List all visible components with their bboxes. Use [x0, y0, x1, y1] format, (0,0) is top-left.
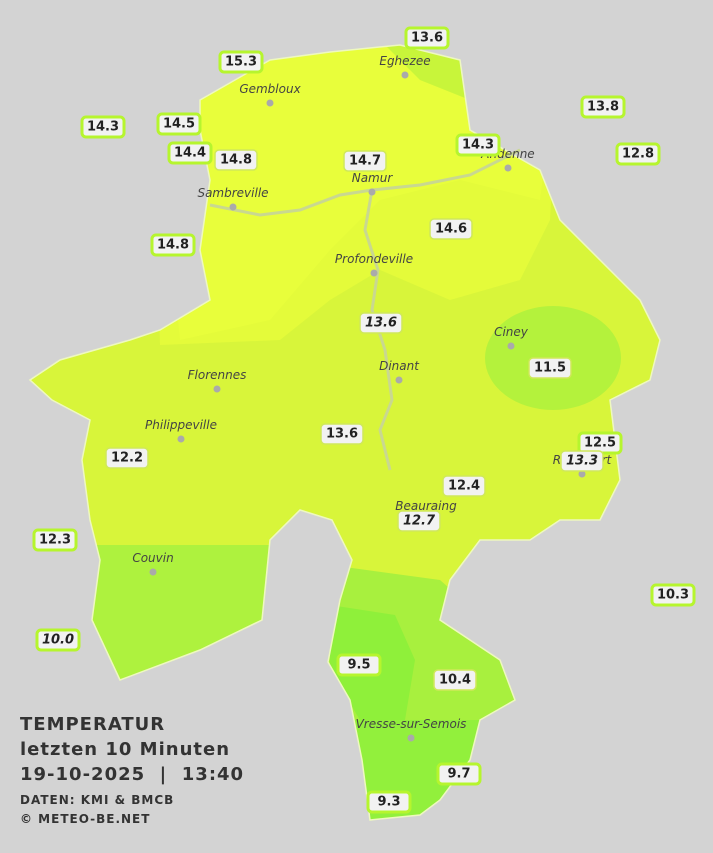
city-dot	[507, 342, 515, 350]
station-box	[404, 26, 450, 50]
river	[209, 148, 521, 217]
city-dot	[401, 71, 409, 79]
station-box	[560, 450, 604, 472]
station-box	[320, 423, 364, 445]
station-box	[336, 653, 382, 677]
station-value: 14.6	[435, 222, 467, 237]
station-box	[580, 95, 626, 119]
city-dot	[578, 470, 586, 478]
city-dot	[407, 734, 415, 742]
station-box	[35, 628, 81, 652]
station-value: 15.3	[225, 55, 257, 70]
city-label: Dinant	[379, 359, 420, 373]
city-dot	[370, 269, 378, 277]
city-label: Beauraing	[395, 499, 457, 513]
station-value: 14.7	[349, 154, 381, 169]
station-box	[528, 357, 572, 379]
station-box	[343, 150, 387, 172]
station-value: 12.7	[403, 514, 436, 529]
station-box	[80, 115, 126, 139]
city-label: Eghezee	[379, 54, 430, 68]
station-value: 12.3	[39, 533, 71, 548]
station-box	[455, 133, 501, 157]
station-value: 14.5	[163, 117, 195, 132]
city-label: Vresse-sur-Semois	[356, 717, 467, 731]
city-label: Philippeville	[145, 418, 217, 432]
station-box	[214, 149, 258, 171]
station-value: 14.8	[220, 153, 252, 168]
station-box	[615, 142, 661, 166]
city-dot	[266, 99, 274, 107]
station-value: 10.4	[439, 673, 471, 688]
station-value: 9.3	[377, 795, 400, 810]
legend-subtitle: letzten 10 Minuten	[20, 739, 230, 760]
station-box	[359, 312, 403, 334]
station-box	[167, 141, 213, 165]
station-box	[650, 583, 696, 607]
city-label: Ciney	[494, 325, 529, 339]
station-value: 13.3	[566, 454, 598, 469]
city-dot	[395, 376, 403, 384]
station-box	[156, 112, 202, 136]
station-value: 9.7	[447, 767, 470, 782]
legend-title: TEMPERATUR	[20, 714, 165, 735]
cities: EghezeeGemblouxAndenneNamurSambrevillePr…	[132, 54, 613, 742]
station-value: 13.6	[365, 316, 397, 331]
city-dot	[504, 164, 512, 172]
station-box	[397, 510, 441, 532]
border	[28, 44, 661, 821]
station-value: 13.8	[587, 100, 619, 115]
city-dot	[368, 188, 376, 196]
station-value: 11.5	[534, 361, 566, 376]
legend-copyright: © METEO-BE.NET	[20, 812, 150, 826]
station-value: 13.6	[411, 31, 443, 46]
city-label: Couvin	[132, 551, 173, 565]
station-value: 10.3	[657, 588, 689, 603]
station-box	[150, 233, 196, 257]
city-label: Sambreville	[197, 186, 268, 200]
station-value: 10.0	[42, 633, 74, 648]
station-box	[366, 790, 412, 814]
city-dot	[213, 385, 221, 393]
station-value: 14.3	[462, 138, 494, 153]
legend-source: DATEN: KMI & BMCB	[20, 793, 174, 807]
city-label: Profondeville	[335, 252, 413, 266]
station-value: 14.3	[87, 120, 119, 135]
city-dot	[229, 203, 237, 211]
station-box	[105, 447, 149, 469]
city-label: Namur	[352, 171, 394, 185]
station-value: 12.8	[622, 147, 654, 162]
station-box	[32, 528, 78, 552]
station-value: 13.6	[326, 427, 358, 442]
stations: 13.6 15.3 13.8 14.3 14.5 14.3 12.8 14.4 14.8 14.7…	[32, 26, 696, 814]
station-box	[442, 475, 486, 497]
city-label: Florennes	[188, 368, 247, 382]
city-dot	[177, 435, 185, 443]
legend: TEMPERATUR letzten 10 Minuten 19-10-2025…	[20, 714, 244, 826]
station-value: 14.4	[174, 146, 206, 161]
station-box	[436, 762, 482, 786]
city-label: Gembloux	[239, 82, 301, 96]
city-dot	[149, 568, 157, 576]
station-value: 14.8	[157, 238, 189, 253]
station-box	[433, 669, 477, 691]
station-box	[429, 218, 473, 240]
legend-datetime: 19-10-2025 | 13:40	[20, 764, 244, 785]
station-value: 12.5	[584, 436, 616, 451]
station-value: 12.2	[111, 451, 143, 466]
station-value: 12.4	[448, 479, 480, 494]
station-value: 9.5	[347, 658, 370, 673]
station-box	[218, 50, 264, 74]
